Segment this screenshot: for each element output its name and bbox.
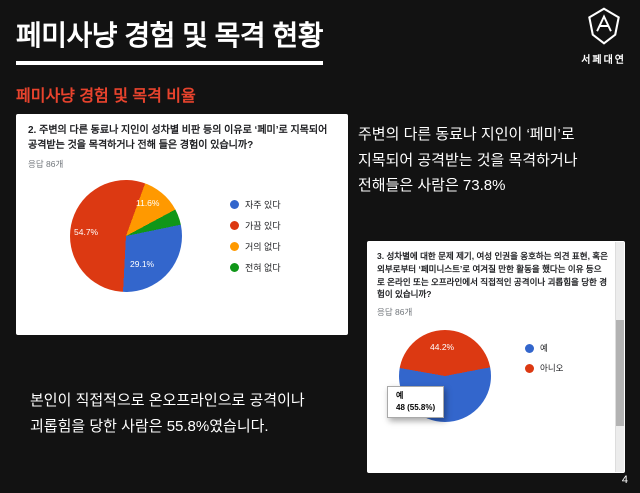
legend-item: 아니오	[525, 362, 563, 374]
survey-card-q3: 3. 성차별에 대한 문제 제기, 여성 인권을 옹호하는 의견 표현, 혹은 …	[367, 241, 625, 473]
slice-label-gakkeum: 54.7%	[74, 227, 99, 237]
slice-label-geoui: 11.6%	[136, 198, 160, 208]
page-number: 4	[621, 474, 628, 486]
survey-question-q3: 3. 성차별에 대한 문제 제기, 여성 인권을 옹호하는 의견 표현, 혹은 …	[377, 251, 608, 300]
legend-item: 예	[525, 342, 563, 354]
legend-q2: 자주 있다 가끔 있다 거의 없다 전혀 없다	[230, 198, 281, 292]
tooltip-value: 48 (55.8%)	[396, 403, 436, 412]
pie-chart-q3: 44.2% 예 48 (55.8%)	[387, 330, 491, 422]
note-line: 주변의 다른 동료나 지인이 ‘페미’로	[358, 126, 575, 143]
pie-tooltip: 예 48 (55.8%)	[387, 386, 445, 418]
legend-label: 가끔 있다	[245, 221, 281, 231]
survey-question-q2: 2. 주변의 다른 동료나 지인이 성차별 비판 등의 이유로 ‘페미’로 지목…	[28, 125, 328, 151]
legend-dot	[230, 221, 239, 230]
logo-icon	[587, 7, 620, 45]
legend-dot	[525, 343, 534, 353]
legend-item: 자주 있다	[230, 198, 281, 211]
pie-q2	[70, 180, 182, 292]
chart-area-q2: 54.7% 29.1% 11.6% 자주 있다 가끔 있다 거의 없다 전혀 없…	[28, 180, 336, 292]
tooltip-category: 예	[396, 391, 404, 400]
witnessed-note: 주변의 다른 동료나 지인이 ‘페미’로 지목되어 공격받는 것을 목격하거나 …	[358, 122, 634, 199]
note-line: 전해들은 사람은 73.8%	[358, 177, 506, 194]
page-title: 페미사냥 경험 및 목격 현황	[16, 14, 323, 65]
slice-label-jaju: 29.1%	[130, 259, 155, 269]
direct-attack-note: 본인이 직접적으로 온오프라인으로 공격이나 괴롭힘을 당한 사람은 55.8%…	[30, 388, 305, 439]
logo: 서페대연	[581, 7, 626, 66]
scrollbar	[615, 242, 624, 472]
slice-label-anio: 44.2%	[430, 342, 455, 352]
section-subtitle: 페미사냥 경험 및 목격 비율	[16, 88, 196, 105]
scrollbar-thumb	[616, 320, 624, 426]
legend-label: 아니오	[540, 363, 564, 373]
legend-label: 자주 있다	[245, 200, 281, 210]
note-line: 지목되어 공격받는 것을 목격하거나	[358, 151, 578, 169]
chart-area-q3: 44.2% 예 48 (55.8%) 예 아니오	[377, 326, 609, 422]
note-line: 괴롭힘을 당한 사람은 55.8%였습니다.	[30, 417, 269, 435]
legend-item: 거의 없다	[230, 240, 281, 253]
legend-dot	[230, 242, 239, 251]
logo-text: 서페대연	[581, 55, 626, 66]
responses-count-q2: 응답 86개	[28, 159, 64, 169]
pie-chart-q2: 54.7% 29.1% 11.6%	[70, 180, 182, 292]
legend-dot	[230, 263, 239, 272]
legend-item: 전혀 없다	[230, 261, 281, 274]
legend-label: 예	[540, 343, 548, 353]
legend-q3: 예 아니오	[525, 342, 563, 422]
responses-count-q3: 응답 86개	[377, 307, 413, 317]
survey-card-q2: 2. 주변의 다른 동료나 지인이 성차별 비판 등의 이유로 ‘페미’로 지목…	[16, 114, 348, 335]
note-line: 본인이 직접적으로 온오프라인으로 공격이나	[30, 392, 305, 409]
legend-label: 전혀 없다	[245, 263, 281, 273]
legend-dot	[230, 200, 239, 209]
legend-dot	[525, 363, 534, 373]
legend-item: 가끔 있다	[230, 219, 281, 232]
legend-label: 거의 없다	[245, 242, 281, 252]
